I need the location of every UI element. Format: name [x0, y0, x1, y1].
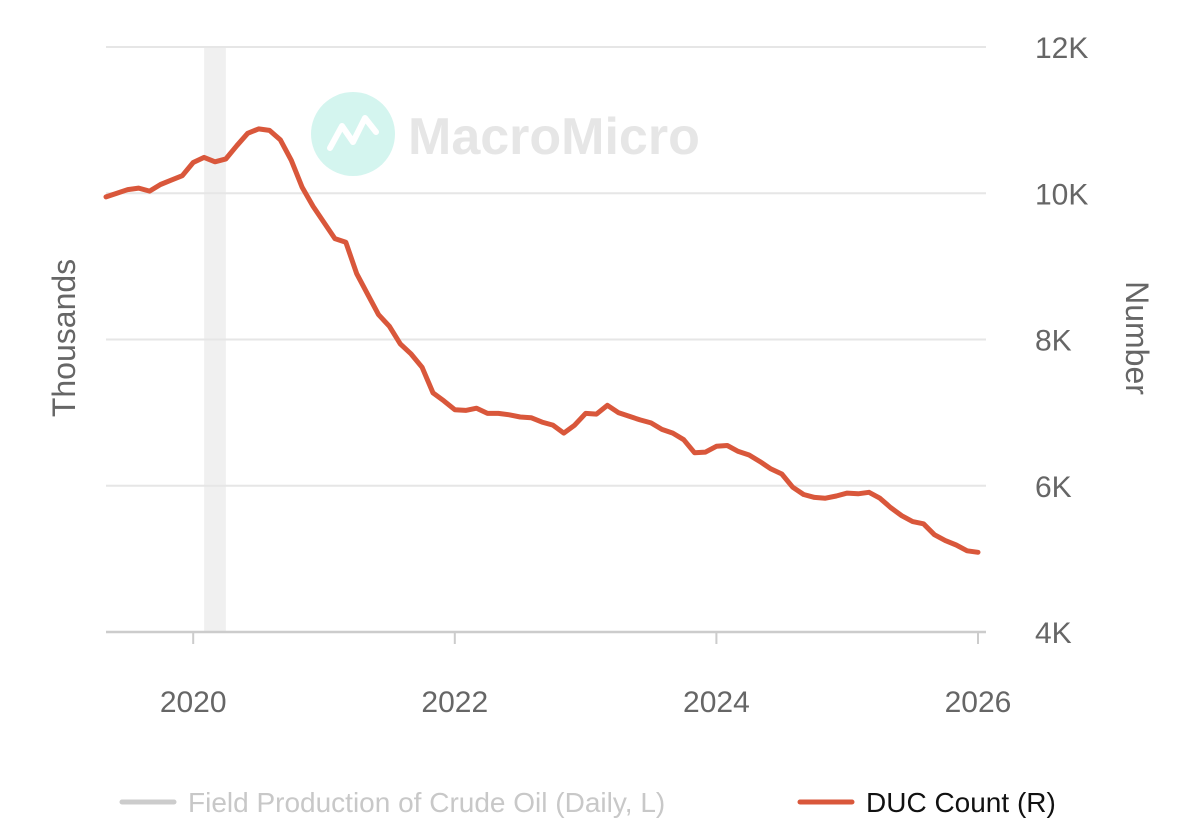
x-tick-label: 2026: [945, 686, 1012, 719]
legend: Field Production of Crude Oil (Daily, L)…: [119, 787, 1056, 818]
axis-layer: 4K 6K 8K 10K 12K 2020 2022 2024 2026: [160, 32, 1089, 719]
right-axis-title: Number: [1119, 281, 1155, 395]
series-line-1: [103, 126, 981, 555]
x-tick-label: 2024: [683, 686, 750, 719]
grid-layer: [106, 46, 986, 634]
legend-label-0[interactable]: Field Production of Crude Oil (Daily, L): [188, 787, 665, 818]
y-tick-label: 6K: [1035, 471, 1072, 504]
legend-label-1[interactable]: DUC Count (R): [866, 787, 1056, 818]
watermark-chart-glyph-icon: [327, 115, 379, 151]
watermark-logo-icon: [311, 92, 395, 176]
left-axis-title: Thousands: [46, 259, 82, 417]
y-tick-label: 12K: [1035, 32, 1088, 65]
series-layer: [103, 126, 981, 555]
watermark-text: MacroMicro: [408, 108, 700, 166]
watermark: MacroMicro: [311, 92, 700, 176]
y-tick-label: 10K: [1035, 178, 1088, 211]
x-tick-label: 2022: [421, 686, 488, 719]
y-tick-label: 8K: [1035, 325, 1072, 358]
y-tick-label: 4K: [1035, 617, 1072, 650]
x-tick-label: 2020: [160, 686, 227, 719]
